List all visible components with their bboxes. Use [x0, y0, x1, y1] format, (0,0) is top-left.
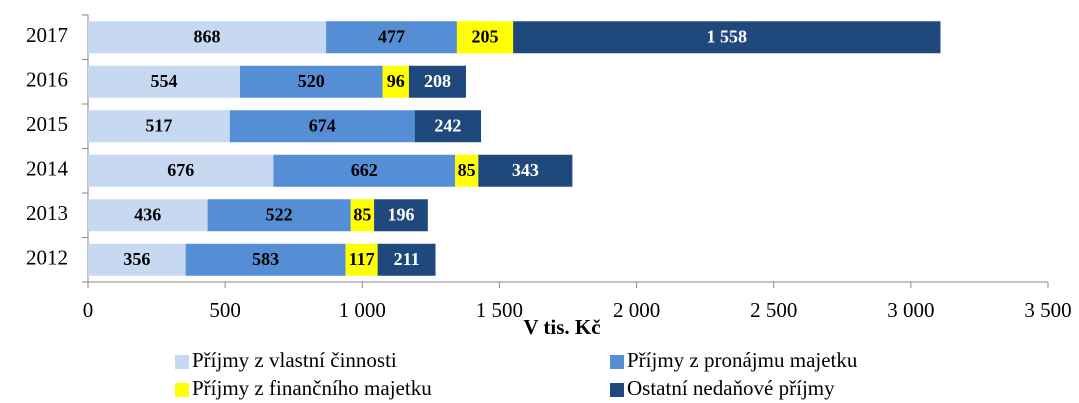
- bar-segment: [377, 243, 436, 276]
- y-tick-label: 2014: [26, 157, 69, 181]
- x-tick-label: 2 500: [750, 298, 797, 322]
- bar-segment: [88, 199, 208, 232]
- value-label: 676: [167, 160, 194, 180]
- x-tick-label: 1 000: [339, 298, 386, 322]
- value-label: 674: [309, 115, 336, 135]
- x-tick-label: 500: [209, 298, 241, 322]
- value-label: 522: [266, 204, 293, 224]
- bar-segment: [185, 243, 346, 276]
- value-label: 85: [458, 160, 476, 180]
- legend-swatch: [175, 355, 189, 369]
- bar-segment: [382, 65, 409, 98]
- y-tick-label: 2016: [26, 68, 68, 92]
- value-label: 554: [150, 71, 177, 91]
- x-tick-label: 1 500: [476, 298, 523, 322]
- x-tick-label: 2 000: [613, 298, 660, 322]
- value-label: 343: [512, 160, 539, 180]
- x-tick-label: 3 500: [1024, 298, 1071, 322]
- y-tick-label: 2012: [26, 246, 68, 270]
- bar-segment: [88, 65, 240, 98]
- bar-segment: [454, 154, 479, 187]
- y-tick-label: 2013: [26, 201, 68, 225]
- bar-segment: [374, 199, 428, 232]
- value-label: 1 558: [707, 26, 748, 46]
- value-label: 96: [387, 71, 405, 91]
- bar-segment: [273, 154, 455, 187]
- value-label: 242: [434, 115, 461, 135]
- bar-segment: [414, 110, 482, 143]
- x-tick-label: 3 000: [887, 298, 934, 322]
- value-label: 662: [351, 160, 378, 180]
- legend-swatch: [610, 355, 624, 369]
- legend-swatch: [610, 383, 624, 397]
- value-label: 117: [349, 249, 375, 269]
- bar-segment: [229, 110, 415, 143]
- bar-segment: [88, 21, 327, 54]
- value-label: 520: [298, 71, 325, 91]
- value-label: 583: [252, 249, 279, 269]
- bar-segment: [326, 21, 457, 54]
- bar-segment: [345, 243, 378, 276]
- bar-segment: [456, 21, 514, 54]
- value-label: 356: [123, 249, 150, 269]
- value-label: 477: [378, 26, 405, 46]
- value-label: 85: [353, 204, 371, 224]
- bar-segment: [88, 243, 186, 276]
- bar-segment: [239, 65, 383, 98]
- legend-swatch: [175, 383, 189, 397]
- bar-segment: [350, 199, 375, 232]
- bar-segment: [513, 21, 941, 54]
- x-axis-title: V tis. Kč: [523, 315, 600, 339]
- bar-segment: [88, 110, 230, 143]
- bar-segment: [88, 154, 274, 187]
- y-tick-label: 2017: [26, 23, 68, 47]
- x-tick-label: 0: [83, 298, 94, 322]
- bar-segment: [478, 154, 573, 187]
- bar-segment: [408, 65, 466, 98]
- value-label: 196: [387, 204, 414, 224]
- value-label: 517: [145, 115, 172, 135]
- legend-label: Příjmy z finančního majetku: [192, 376, 432, 400]
- value-label: 868: [194, 26, 221, 46]
- value-label: 211: [394, 249, 420, 269]
- bar-segment: [207, 199, 351, 232]
- value-label: 436: [134, 204, 161, 224]
- value-label: 205: [472, 26, 499, 46]
- y-tick-label: 2015: [26, 112, 68, 136]
- legend-label: Příjmy z pronájmu majetku: [627, 348, 858, 372]
- value-label: 208: [424, 71, 451, 91]
- legend-label: Příjmy z vlastní činnosti: [192, 348, 397, 372]
- legend-label: Ostatní nedaňové příjmy: [627, 376, 835, 400]
